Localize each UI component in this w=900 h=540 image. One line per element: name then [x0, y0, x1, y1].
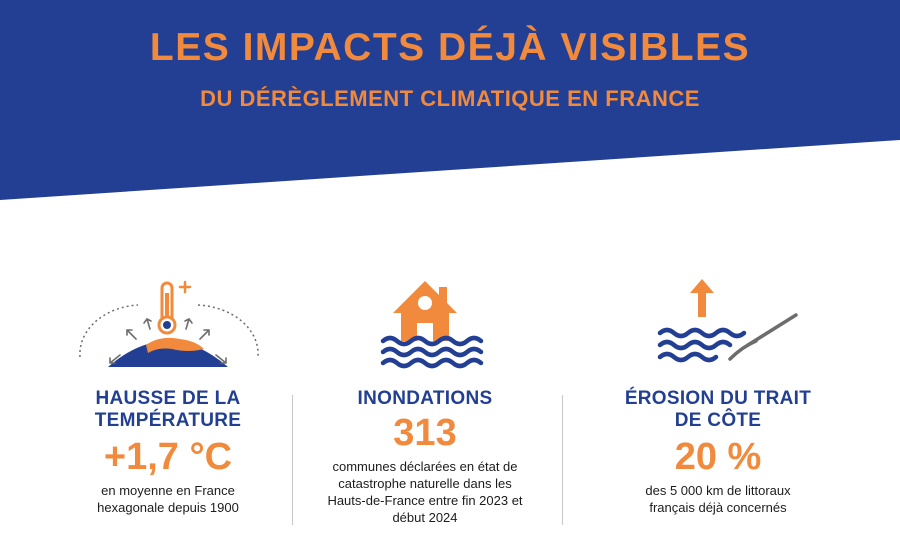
floods-desc-line3: Hauts-de-France entre fin 2023 et: [327, 493, 523, 508]
divider-right: [562, 395, 563, 525]
floods-desc-line2: catastrophe naturelle dans les: [338, 476, 512, 491]
divider-left: [292, 395, 293, 525]
impact-temperature: HAUSSE DE LA TEMPÉRATURE +1,7 °C en moye…: [33, 275, 303, 516]
coast-erosion-icon: [657, 279, 798, 363]
erosion-desc-line2: français déjà concernés: [649, 500, 787, 515]
erosion-value: 20 %: [674, 436, 762, 478]
erosion-heading-line2: DE CÔTE: [674, 410, 762, 431]
temperature-desc-line2: hexagonale depuis 1900: [97, 500, 239, 515]
page-subtitle: DU DÉRÈGLEMENT CLIMATIQUE EN FRANCE: [200, 86, 700, 111]
header-banner: [0, 0, 900, 200]
erosion-heading-line1: ÉROSION DU TRAIT: [624, 388, 812, 409]
floods-heading: INONDATIONS: [357, 388, 493, 409]
erosion-desc-line1: des 5 000 km de littoraux: [645, 483, 791, 498]
temperature-value: +1,7 °C: [103, 436, 233, 478]
floods-desc-line4: début 2024: [392, 510, 458, 525]
temperature-desc-line1: en moyenne en France: [101, 483, 235, 498]
flooded-house-icon: [380, 281, 484, 369]
temperature-heading-line2: TEMPÉRATURE: [94, 410, 242, 431]
page-title: LES IMPACTS DÉJÀ VISIBLES: [149, 26, 751, 69]
thermometer-globe-icon: [79, 280, 259, 367]
floods-value: 313: [393, 412, 457, 454]
floods-desc-line1: communes déclarées en état de: [332, 459, 518, 474]
impact-erosion: ÉROSION DU TRAIT DE CÔTE 20 % des 5 000 …: [583, 275, 853, 516]
impact-floods: INONDATIONS 313 communes déclarées en ét…: [290, 275, 560, 526]
temperature-heading-line1: HAUSSE DE LA: [95, 388, 241, 409]
